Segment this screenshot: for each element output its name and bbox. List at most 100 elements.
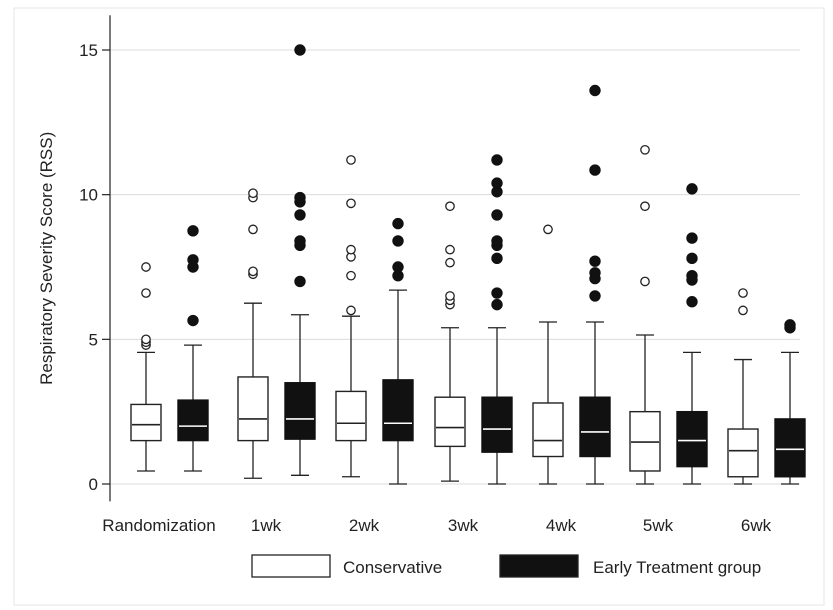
y-tick-label: 5: [89, 330, 98, 349]
x-tick-label: 1wk: [251, 516, 282, 535]
outlier-point: [491, 177, 503, 189]
y-axis: 0 5 10 15: [79, 15, 111, 502]
outlier-point: [392, 261, 404, 273]
iqr-box: [177, 399, 209, 442]
outlier-point: [686, 296, 698, 308]
iqr-box: [284, 382, 316, 440]
outlier-point: [141, 288, 151, 298]
legend-swatch: [499, 554, 579, 578]
x-axis: Randomization 1wk 2wk 3wk 4wk 5wk 6wk: [102, 516, 771, 535]
series-layer: [130, 44, 806, 485]
outlier-point: [346, 305, 356, 316]
outlier-point: [589, 267, 601, 279]
box-1wk: [237, 188, 269, 479]
outlier-point: [187, 254, 199, 266]
outlier-point: [187, 314, 199, 327]
outlier-point: [346, 198, 356, 209]
outlier-point: [686, 183, 698, 195]
series-conservative: [130, 144, 759, 485]
outlier-point: [640, 201, 650, 212]
iqr-box: [727, 428, 759, 478]
box-4wk: [579, 84, 611, 485]
outlier-point: [738, 288, 748, 298]
outlier-point: [294, 44, 306, 56]
outlier-point: [248, 188, 258, 199]
outlier-point: [346, 244, 356, 255]
outlier-point: [392, 217, 404, 230]
iqr-box: [481, 396, 513, 453]
box-3wk: [434, 201, 466, 482]
outlier-point: [589, 290, 601, 302]
outlier-point: [491, 209, 503, 221]
legend-swatch: [251, 554, 331, 578]
iqr-box: [335, 390, 367, 442]
legend-label: Early Treatment group: [593, 558, 761, 577]
outlier-point: [346, 270, 356, 281]
x-tick-label: 4wk: [546, 516, 577, 535]
outlier-point: [640, 276, 650, 287]
outlier-point: [640, 144, 650, 155]
box-2wk: [382, 217, 414, 485]
iqr-box: [774, 418, 806, 478]
outlier-point: [392, 235, 404, 247]
box-6wk: [727, 288, 759, 485]
iqr-box: [382, 379, 414, 442]
outlier-point: [738, 305, 748, 316]
outlier-point: [543, 224, 553, 235]
box-5wk: [676, 183, 708, 485]
outlier-point: [294, 191, 306, 204]
outlier-point: [187, 225, 199, 237]
outlier-point: [294, 235, 306, 247]
box-3wk: [481, 154, 513, 485]
outlier-point: [589, 164, 601, 176]
y-tick-label: 0: [89, 475, 98, 494]
box-1wk: [284, 44, 316, 476]
outlier-point: [686, 269, 698, 282]
iqr-box: [130, 403, 162, 442]
legend-item-early-treatment: Early Treatment group: [499, 554, 761, 578]
outlier-point: [491, 287, 503, 299]
outlier-point: [248, 266, 258, 277]
series-early-treatment: [177, 44, 806, 485]
outlier-point: [294, 275, 306, 288]
legend-label: Conservative: [343, 558, 442, 577]
outlier-point: [445, 257, 455, 268]
box-6wk: [774, 319, 806, 485]
box-2wk: [335, 155, 367, 478]
x-tick-label: 5wk: [643, 516, 674, 535]
box-5wk: [629, 144, 661, 485]
outlier-point: [491, 235, 503, 247]
outlier-point: [445, 244, 455, 255]
outlier-point: [141, 334, 151, 345]
iqr-box: [434, 396, 466, 448]
outlier-point: [141, 262, 151, 272]
iqr-box: [532, 402, 564, 458]
outlier-point: [445, 291, 455, 301]
outlier-point: [491, 252, 503, 265]
outlier-point: [445, 201, 455, 212]
outlier-point: [491, 154, 503, 166]
x-tick-label: 2wk: [349, 516, 380, 535]
box-4wk: [532, 224, 564, 485]
x-tick-label: Randomization: [102, 516, 215, 535]
outlier-point: [491, 298, 503, 311]
box-randomization: [177, 225, 209, 472]
outlier-point: [686, 232, 698, 244]
legend: Conservative Early Treatment group: [251, 554, 761, 578]
outlier-point: [294, 209, 306, 221]
x-tick-label: 3wk: [448, 516, 479, 535]
iqr-box: [676, 410, 708, 468]
iqr-box: [237, 376, 269, 442]
outlier-point: [346, 155, 356, 165]
outlier-point: [589, 84, 601, 97]
iqr-box: [579, 396, 611, 458]
x-tick-label: 6wk: [741, 516, 772, 535]
box-randomization: [130, 262, 162, 472]
y-tick-label: 10: [79, 186, 98, 205]
y-axis-title: Respiratory Severity Score (RSS): [37, 132, 56, 385]
outlier-point: [248, 224, 258, 235]
legend-item-conservative: Conservative: [251, 554, 442, 578]
outlier-point: [686, 252, 698, 265]
